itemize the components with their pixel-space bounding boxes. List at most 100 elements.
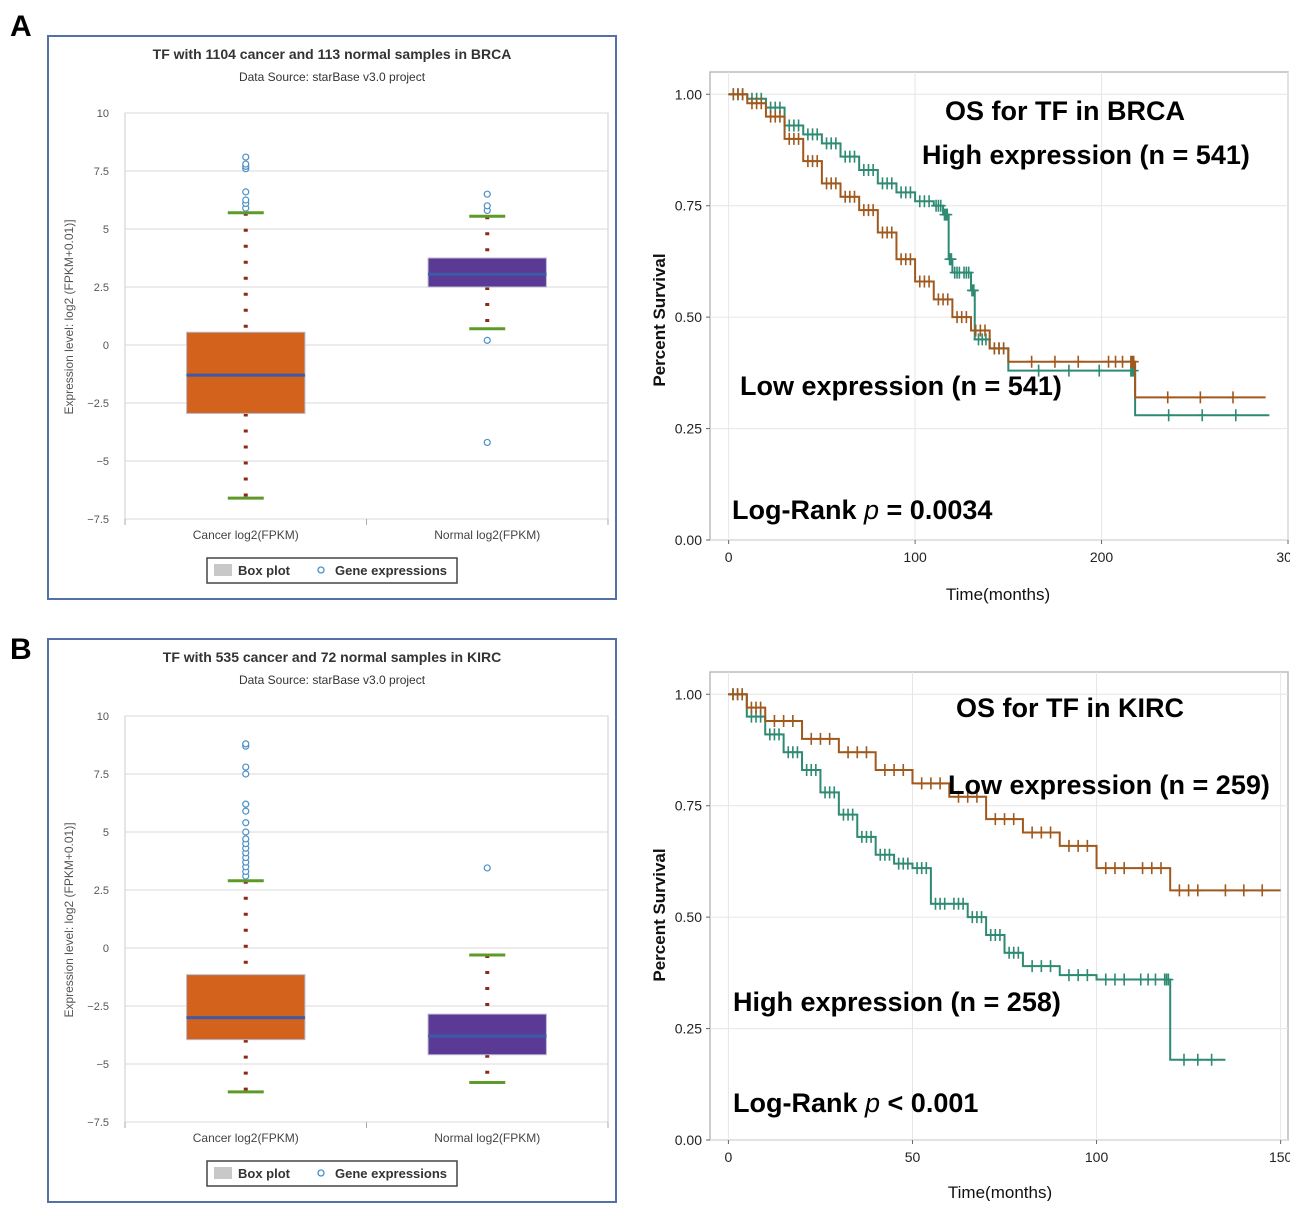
survival-ylabel: Percent Survival <box>650 253 669 386</box>
censor-mark <box>1036 960 1047 973</box>
boxplot-chart-b: TF with 535 cancer and 72 normal samples… <box>62 649 609 1187</box>
censor-mark <box>921 862 932 875</box>
x-tick-label: 50 <box>905 1149 921 1165</box>
y-tick-label: −2.5 <box>87 398 109 410</box>
censor-mark <box>1049 355 1060 368</box>
outlier-point <box>242 835 250 843</box>
y-tick-label: 0.50 <box>675 309 702 325</box>
survival-low-label: Low expression (n = 541) <box>740 371 1062 401</box>
censor-mark <box>924 195 935 208</box>
censor-mark <box>1063 969 1074 982</box>
plot-area <box>709 71 1289 541</box>
censor-mark <box>990 813 1001 826</box>
censor-mark <box>830 177 841 190</box>
censor-mark <box>1027 960 1038 973</box>
y-tick-label: 0.00 <box>675 1132 702 1148</box>
censor-mark <box>980 324 991 337</box>
x-tick-label: 200 <box>1090 549 1114 565</box>
legend-points-label: Gene expressions <box>335 1166 447 1181</box>
censor-mark <box>737 88 748 101</box>
censor-mark <box>868 164 879 177</box>
x-tick-label: 300 <box>1276 549 1290 565</box>
boxplot-legend: Box plot Gene expressions <box>206 557 458 584</box>
censor-mark <box>1206 1053 1217 1066</box>
censor-mark <box>1073 355 1084 368</box>
censor-mark <box>1100 973 1111 986</box>
censor-mark <box>1183 884 1194 897</box>
censor-mark <box>866 830 877 843</box>
censor-mark <box>939 897 950 910</box>
censor-mark <box>884 848 895 861</box>
boxplot-frame-a: TF with 1104 cancer and 113 normal sampl… <box>47 35 617 600</box>
censor-mark <box>998 342 1009 355</box>
outlier-point <box>483 336 491 344</box>
censor-mark <box>905 253 916 266</box>
y-tick-label: 0.25 <box>675 1021 702 1037</box>
censor-mark <box>1162 391 1173 404</box>
censor-mark <box>968 284 979 297</box>
censor-mark <box>792 746 803 759</box>
censor-mark <box>1163 409 1174 422</box>
censor-mark <box>778 715 789 728</box>
censor-mark <box>810 764 821 777</box>
censor-mark <box>812 128 823 141</box>
censor-mark <box>1146 862 1157 875</box>
censor-mark <box>953 790 964 803</box>
outlier-point <box>242 188 250 196</box>
survival-low-label: Low expression (n = 259) <box>948 770 1270 800</box>
censor-mark <box>999 813 1010 826</box>
censor-mark <box>1227 391 1238 404</box>
censor-mark <box>1045 826 1056 839</box>
censor-mark <box>1192 1053 1203 1066</box>
y-tick-label: 5 <box>103 827 109 839</box>
panel-letter-a: A <box>10 10 32 43</box>
y-tick-label: 7.5 <box>94 769 109 781</box>
boxplot-subtitle: Data Source: starBase v3.0 project <box>239 673 426 687</box>
censor-mark <box>1155 862 1166 875</box>
censor-mark <box>935 777 946 790</box>
censor-mark <box>1195 391 1206 404</box>
censor-mark <box>942 293 953 306</box>
censor-mark <box>1082 839 1093 852</box>
censor-mark <box>737 688 748 701</box>
legend-box-label: Box plot <box>238 1166 291 1181</box>
censor-mark <box>1178 1053 1189 1066</box>
censor-mark <box>924 275 935 288</box>
y-tick-label: −2.5 <box>87 1001 109 1013</box>
censor-mark <box>806 732 817 745</box>
y-tick-label: 10 <box>97 108 109 120</box>
censor-mark <box>1137 862 1148 875</box>
censor-mark <box>1230 409 1241 422</box>
censor-mark <box>902 857 913 870</box>
box <box>186 331 306 414</box>
censor-mark <box>830 137 841 150</box>
censor-mark <box>1238 884 1249 897</box>
y-tick-label: 5 <box>103 224 109 236</box>
plot-area <box>709 671 1289 1141</box>
censor-mark <box>755 701 766 714</box>
censor-mark <box>1063 364 1074 377</box>
outlier-point <box>242 819 250 827</box>
outlier-point <box>483 202 491 210</box>
outlier-point <box>242 160 250 168</box>
censor-mark <box>1073 969 1084 982</box>
survival-high-label: High expression (n = 258) <box>733 987 1061 1017</box>
boxplot-chart-a: TF with 1104 cancer and 113 normal sampl… <box>62 46 609 584</box>
outlier-point <box>483 438 491 447</box>
censor-mark <box>861 746 872 759</box>
y-tick-label: −7.5 <box>87 1117 109 1129</box>
censor-mark <box>774 110 785 123</box>
censor-mark <box>886 177 897 190</box>
survival-title: OS for TF in KIRC <box>956 693 1184 723</box>
box <box>427 257 547 288</box>
censor-mark <box>1063 839 1074 852</box>
y-tick-label: 2.5 <box>94 282 109 294</box>
censor-mark <box>916 777 927 790</box>
x-tick-label: 100 <box>1085 1149 1109 1165</box>
plot-area <box>124 112 609 520</box>
survival-curve <box>728 93 1266 399</box>
censor-mark <box>793 119 804 132</box>
survival-pvalue: Log-Rank p < 0.001 <box>733 1088 978 1118</box>
censor-mark <box>812 155 823 168</box>
outlier-point <box>242 763 250 771</box>
